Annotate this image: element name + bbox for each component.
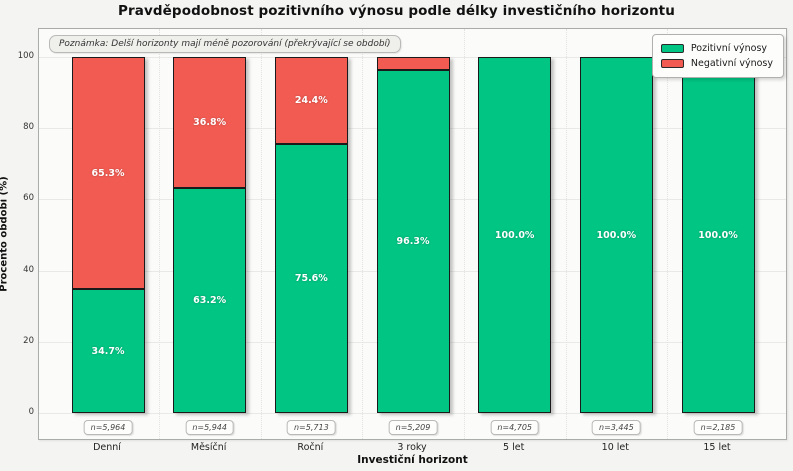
sample-size-badge: n=5,944 — [185, 420, 234, 435]
bar-segment-positive: 34.7% — [71, 289, 145, 413]
bar-2: 63.2% 36.8% — [173, 57, 247, 413]
chart-title: Pravděpodobnost pozitivního výnosu podle… — [118, 3, 675, 19]
sample-size-badge: n=5,713 — [286, 420, 336, 435]
bar-value-label: 75.6% — [294, 272, 328, 284]
bar-segment-negative: 24.4% — [274, 57, 348, 144]
sample-size-badge: n=2,185 — [693, 420, 743, 435]
x-tick-label: 5 let — [503, 442, 525, 453]
legend-label-negative: Negativní výnosy — [690, 58, 773, 69]
gridline-vertical — [667, 29, 669, 439]
bar-segment-negative: 65.3% — [71, 57, 145, 290]
x-tick-label: Měsíční — [190, 442, 227, 453]
bar-4: 96.3% — [376, 57, 450, 413]
y-tick-label: 100 — [17, 51, 34, 61]
sample-size-badge: n=5,964 — [83, 420, 133, 435]
legend-swatch-negative — [660, 59, 684, 68]
bar-value-label: 24.4% — [294, 94, 328, 106]
bar-segment-negative: 36.8% — [173, 57, 247, 189]
x-tick-label: 10 let — [601, 442, 629, 453]
x-axis-label: Investiční horizont — [357, 454, 468, 466]
bar-1: 34.7% 65.3% — [71, 57, 145, 413]
gridline-vertical — [260, 29, 262, 439]
legend-swatch-positive — [660, 44, 684, 53]
note-box: Poznámka: Delší horizonty mají méně pozo… — [49, 35, 401, 53]
y-tick-label: 80 — [23, 122, 34, 133]
legend-item-positive: Pozitivní výnosy — [660, 41, 773, 56]
bar-segment-negative — [376, 57, 450, 71]
bar-value-label: 100.0% — [698, 229, 738, 241]
gridline-vertical — [362, 29, 364, 439]
sample-size-badge: n=4,705 — [490, 420, 540, 435]
x-tick-label: 3 roky — [397, 442, 427, 453]
gridline-horizontal — [39, 413, 786, 414]
plot-area: Poznámka: Delší horizonty mají méně pozo… — [38, 28, 787, 440]
gridline-vertical — [565, 29, 567, 439]
x-tick-label: 15 let — [703, 442, 731, 453]
y-tick-label: 40 — [23, 264, 34, 275]
y-tick-label: 0 — [28, 407, 34, 417]
legend-label-positive: Pozitivní výnosy — [690, 43, 768, 54]
y-tick-label: 60 — [23, 193, 34, 204]
x-tick-label: Roční — [297, 442, 324, 453]
legend-item-negative: Negativní výnosy — [660, 56, 773, 71]
bar-segment-positive: 100.0% — [579, 57, 653, 413]
bar-value-label: 63.2% — [193, 295, 227, 306]
bar-value-label: 100.0% — [596, 229, 637, 241]
bar-segment-positive: 96.3% — [376, 70, 450, 413]
bar-3: 75.6% 24.4% — [274, 57, 348, 413]
legend: Pozitivní výnosy Negativní výnosy — [651, 34, 784, 78]
bar-segment-positive: 100.0% — [478, 57, 552, 413]
y-tick-label: 20 — [23, 335, 34, 346]
x-tick-label: Denní — [93, 442, 121, 453]
bar-segment-positive: 63.2% — [173, 188, 247, 413]
y-axis-label: Procento období (%) — [0, 176, 10, 292]
bar-value-label: 36.8% — [193, 117, 227, 129]
bar-value-label: 100.0% — [494, 229, 535, 241]
bar-6: 100.0% — [579, 57, 653, 413]
bar-value-label: 65.3% — [91, 167, 125, 179]
bar-value-label: 34.7% — [91, 345, 125, 357]
sample-size-badge: n=3,445 — [592, 420, 641, 435]
bar-value-label: 96.3% — [396, 236, 430, 248]
gridline-vertical — [158, 29, 160, 439]
gridline-vertical — [463, 29, 465, 439]
bar-5: 100.0% — [478, 57, 552, 413]
bar-7: 100.0% — [681, 57, 755, 413]
note-text: Poznámka: Delší horizonty mají méně pozo… — [59, 39, 391, 49]
sample-size-badge: n=5,209 — [388, 420, 438, 435]
bar-segment-positive: 100.0% — [681, 57, 755, 413]
bar-segment-positive: 75.6% — [274, 143, 348, 413]
